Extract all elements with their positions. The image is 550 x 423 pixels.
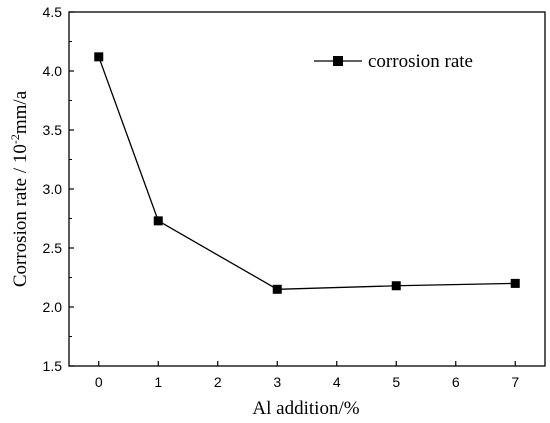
x-tick-label: 6 bbox=[452, 374, 460, 390]
data-point bbox=[391, 281, 401, 291]
x-tick-label: 2 bbox=[214, 374, 222, 390]
legend: corrosion rate bbox=[314, 51, 473, 72]
series-line-corrosion-rate bbox=[98, 56, 516, 290]
y-tick-label: 1.5 bbox=[43, 358, 63, 374]
y-axis: 1.5 2.0 2.5 3.0 3.5 4.0 4.5 bbox=[43, 4, 74, 374]
x-tick-label: 4 bbox=[333, 374, 341, 390]
y-axis-title: Corrosion rate / 10-2mm/a bbox=[8, 90, 31, 287]
x-axis-title: Al addition/% bbox=[252, 398, 359, 419]
y-tick-label: 4.5 bbox=[43, 4, 63, 20]
series-markers bbox=[94, 52, 520, 294]
x-axis: 0 1 2 3 4 5 6 7 bbox=[95, 361, 519, 390]
x-tick-label: 0 bbox=[95, 374, 103, 390]
y-axis-title-exponent: -2 bbox=[8, 134, 22, 144]
x-tick-label: 7 bbox=[511, 374, 519, 390]
data-point bbox=[510, 278, 520, 288]
y-tick-label: 2.5 bbox=[43, 240, 63, 256]
x-tick-label: 3 bbox=[273, 374, 281, 390]
y-tick-label: 4.0 bbox=[43, 63, 63, 79]
data-point bbox=[94, 52, 104, 62]
x-tick-label: 5 bbox=[392, 374, 400, 390]
y-tick-label: 3.5 bbox=[43, 122, 63, 138]
data-point bbox=[272, 284, 282, 294]
data-point bbox=[153, 216, 163, 226]
y-tick-label: 2.0 bbox=[43, 299, 63, 315]
y-axis-title-unit: mm/a bbox=[10, 90, 31, 134]
x-tick-label: 1 bbox=[154, 374, 162, 390]
plot-frame bbox=[68, 11, 546, 367]
y-axis-title-main: Corrosion rate / 10 bbox=[10, 144, 31, 287]
y-tick-label: 3.0 bbox=[43, 181, 63, 197]
legend-label: corrosion rate bbox=[368, 51, 473, 72]
legend-marker bbox=[333, 56, 343, 66]
